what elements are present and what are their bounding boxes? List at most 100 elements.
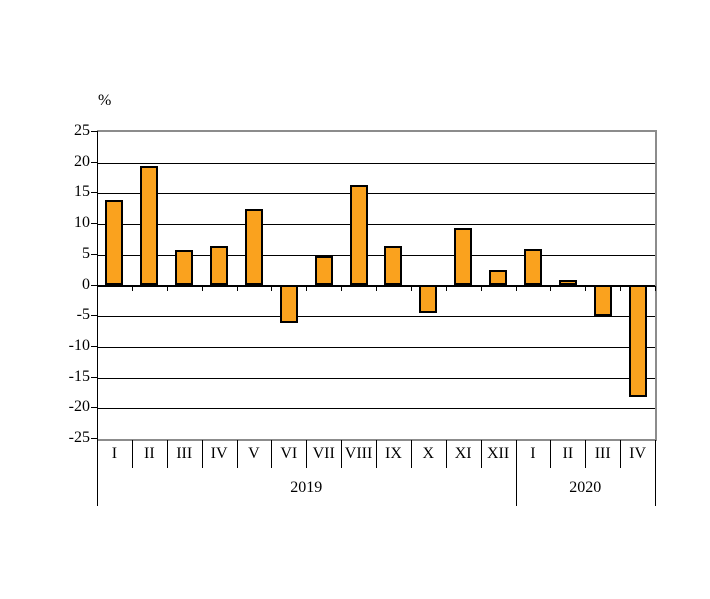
- category-separator: [445, 440, 447, 468]
- gridline: [97, 162, 655, 164]
- gridline: [97, 193, 655, 195]
- y-tick: [91, 192, 97, 194]
- x-category-label: II: [143, 445, 155, 462]
- x-category-label: VII: [312, 445, 335, 462]
- x-category-label: IV: [629, 445, 646, 462]
- category-separator: [166, 440, 168, 468]
- y-tick-label: -5: [76, 306, 90, 324]
- year-group-separator: [515, 440, 517, 506]
- category-separator: [341, 440, 343, 468]
- x-tick: [655, 285, 656, 291]
- category-separator: [376, 440, 377, 468]
- x-category-label: I: [530, 445, 536, 462]
- gridline: [97, 346, 655, 348]
- bar-2020-II: [558, 279, 577, 286]
- bar-2019-VII: [314, 256, 333, 286]
- y-tick-label: -25: [68, 429, 90, 446]
- y-tick-label: -10: [68, 336, 90, 354]
- category-separator: [480, 440, 482, 468]
- y-tick: [91, 161, 97, 163]
- y-tick: [91, 253, 97, 255]
- x-tick: [271, 285, 273, 291]
- x-tick: [445, 285, 447, 291]
- y-tick-label: 25: [74, 122, 90, 139]
- bar-2020-I: [523, 248, 542, 286]
- y-tick: [91, 284, 97, 286]
- bar-2019-XII: [489, 269, 508, 286]
- y-tick-label: 10: [74, 214, 90, 232]
- category-separator: [550, 440, 552, 468]
- category-separator: [271, 440, 273, 468]
- y-tick-label: 20: [74, 152, 90, 170]
- category-separator: [201, 440, 203, 468]
- y-tick: [91, 345, 97, 347]
- x-category-label: VIII: [344, 445, 373, 462]
- x-category-label: IV: [210, 445, 228, 462]
- x-category-label: I: [111, 445, 118, 462]
- x-tick: [341, 285, 343, 291]
- bar-2019-I: [105, 199, 124, 286]
- y-tick-label: 0: [82, 275, 90, 293]
- x-tick: [306, 285, 308, 291]
- year-label-2019: 2019: [290, 479, 323, 496]
- x-category-label: III: [176, 445, 193, 462]
- y-tick-label: 5: [82, 244, 90, 262]
- x-tick: [515, 285, 517, 291]
- gridline: [97, 316, 655, 318]
- bar-2019-VIII: [349, 184, 368, 286]
- x-tick: [236, 285, 238, 291]
- bar-2020-IV: [628, 284, 647, 397]
- gridline: [97, 408, 655, 410]
- y-axis-line: [97, 131, 98, 506]
- y-tick-label: -20: [68, 398, 90, 416]
- y-tick: [91, 438, 97, 439]
- x-tick: [131, 285, 133, 291]
- x-category-label: II: [562, 445, 574, 462]
- x-tick: [201, 285, 203, 291]
- year-label-2020: 2020: [569, 479, 602, 496]
- category-separator: [131, 440, 133, 468]
- category-separator: [410, 440, 412, 468]
- bar-2019-XI: [454, 228, 473, 286]
- category-separator: [236, 440, 238, 468]
- plot-area: [97, 130, 657, 441]
- y-axis-unit-label: %: [98, 92, 112, 109]
- bar-2019-IV: [210, 245, 229, 286]
- x-tick: [166, 285, 168, 291]
- y-tick: [91, 376, 97, 378]
- y-tick: [91, 223, 97, 225]
- y-tick-label: -15: [68, 367, 90, 385]
- x-tick: [550, 285, 552, 291]
- y-tick: [91, 407, 97, 409]
- x-category-label: XI: [454, 445, 472, 462]
- category-separator: [585, 440, 587, 468]
- x-category-label: VI: [280, 445, 298, 462]
- x-tick: [376, 285, 377, 291]
- y-tick-label: 15: [74, 183, 90, 201]
- x-category-label: XII: [486, 445, 510, 462]
- x-category-label: V: [248, 445, 260, 462]
- gridline: [97, 224, 655, 226]
- year-group-separator: [655, 440, 656, 506]
- category-separator: [306, 440, 308, 468]
- bar-2019-III: [175, 249, 194, 286]
- x-tick: [410, 285, 412, 291]
- y-tick: [91, 315, 97, 317]
- x-category-label: X: [422, 445, 435, 462]
- x-category-label: IX: [384, 445, 402, 462]
- x-tick: [585, 285, 587, 291]
- x-tick: [480, 285, 482, 291]
- x-category-label: III: [594, 445, 611, 462]
- bar-2019-V: [244, 209, 263, 286]
- gridline: [97, 377, 655, 379]
- bar-2019-IX: [384, 246, 403, 286]
- bar-2019-X: [419, 284, 438, 314]
- bar-2019-VI: [279, 284, 298, 323]
- x-tick: [620, 285, 622, 291]
- y-tick: [91, 131, 97, 132]
- bar-2019-II: [140, 166, 159, 286]
- category-separator: [620, 440, 622, 468]
- gridline: [97, 254, 655, 256]
- bar-2020-III: [593, 284, 612, 316]
